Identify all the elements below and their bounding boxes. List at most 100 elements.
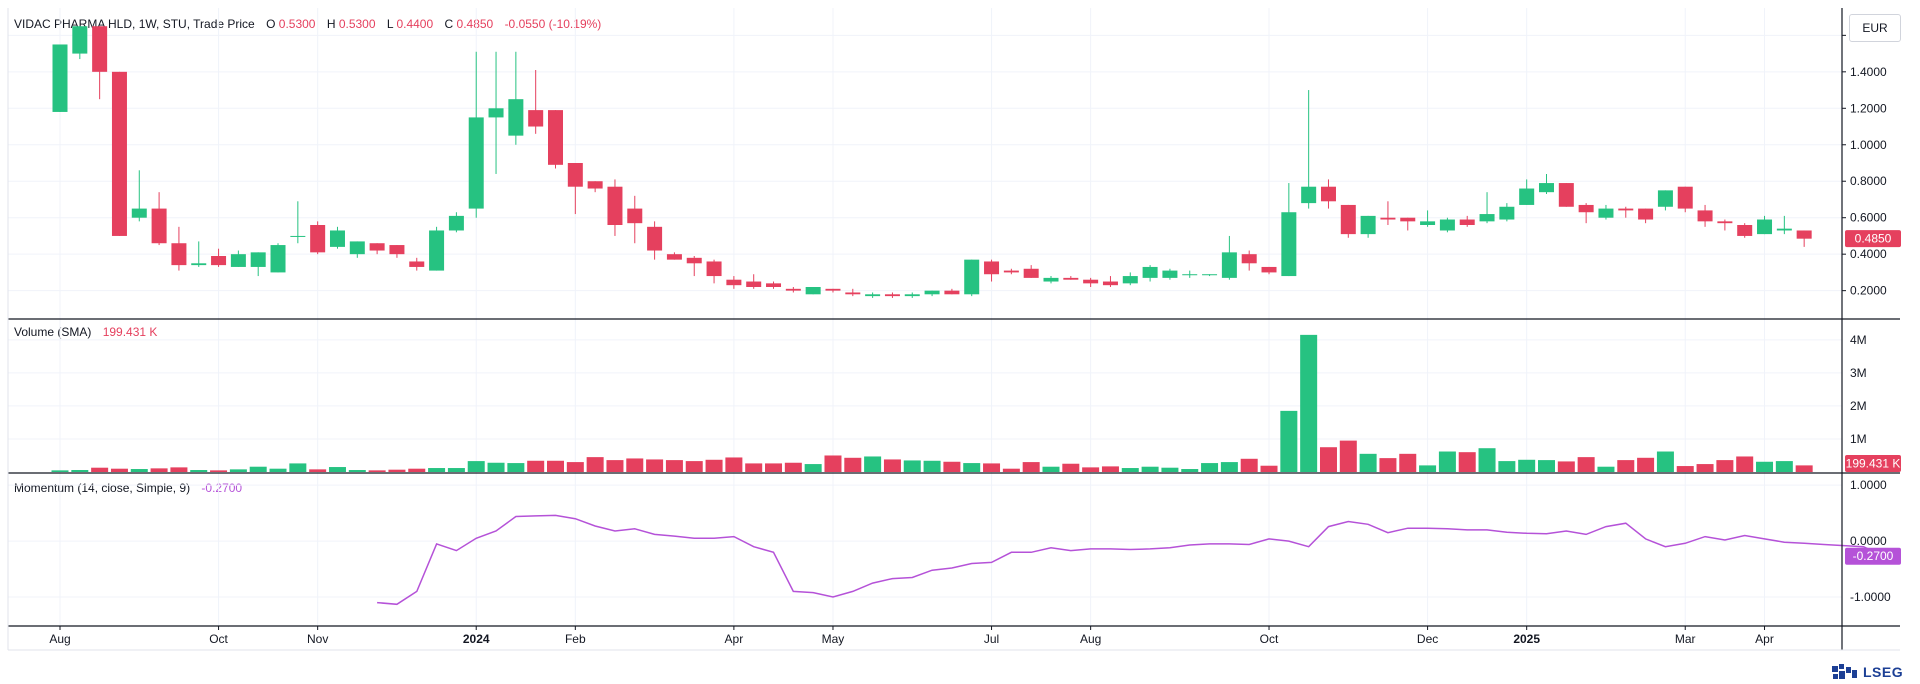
price-tick-label: 1.2000 xyxy=(1850,101,1887,115)
candle-body xyxy=(1558,183,1574,207)
candle-body xyxy=(567,163,583,187)
candle-body xyxy=(825,288,841,291)
candle-body xyxy=(369,243,385,251)
volume-bar xyxy=(309,469,327,472)
candle-body xyxy=(1400,217,1416,222)
volume-bar xyxy=(1300,334,1318,472)
volume-bar xyxy=(428,468,446,472)
candle-body xyxy=(211,256,227,266)
volume-bar xyxy=(1419,465,1437,472)
currency-button[interactable]: EUR xyxy=(1849,14,1901,42)
volume-bar xyxy=(983,463,1001,472)
candle-body xyxy=(111,71,127,236)
volume-bar xyxy=(725,457,743,472)
close-value: 0.4850 xyxy=(457,17,494,31)
volume-bar xyxy=(665,460,683,472)
volume-bar xyxy=(1557,461,1575,472)
last-volume-tag: 199.431 K xyxy=(1845,455,1901,472)
candle-body xyxy=(1796,230,1812,239)
price-tick-label: 0.8000 xyxy=(1850,174,1887,188)
volume-bar xyxy=(626,458,644,472)
volume-bar xyxy=(1478,448,1496,472)
volume-bar xyxy=(91,467,109,472)
volume-bar xyxy=(1260,465,1278,472)
open-label: O xyxy=(266,17,275,31)
volume-label: Volume (SMA) xyxy=(14,325,91,339)
volume-bar xyxy=(1181,469,1199,472)
volume-tick-label: 4M xyxy=(1850,333,1867,347)
volume-bar xyxy=(943,461,961,472)
candle-body xyxy=(528,110,544,127)
candle-body xyxy=(389,245,405,255)
candle-body xyxy=(1202,274,1218,276)
volume-sma-value: 199.431 K xyxy=(103,325,158,339)
candle-body xyxy=(310,225,326,253)
time-tick-label: Apr xyxy=(1755,632,1774,646)
candle-body xyxy=(1499,206,1515,220)
volume-bar xyxy=(1022,462,1040,472)
candle-body xyxy=(1003,270,1019,273)
time-tick-label: 2024 xyxy=(463,632,490,646)
volume-bar xyxy=(1617,460,1635,472)
candle-body xyxy=(1142,266,1158,278)
last-price-tag: 0.4850 xyxy=(1845,230,1901,248)
volume-bar xyxy=(1319,447,1337,472)
volume-bar xyxy=(566,462,584,472)
volume-bar xyxy=(388,469,406,472)
candle-body xyxy=(349,241,365,255)
candle-body xyxy=(1340,204,1356,235)
volume-bar xyxy=(1201,463,1219,472)
candle-body xyxy=(1360,215,1376,235)
volume-bar xyxy=(1339,440,1357,472)
volume-bar xyxy=(368,470,386,472)
volume-bar xyxy=(547,460,564,472)
candle-body xyxy=(924,290,940,295)
volume-bar xyxy=(1637,457,1655,472)
volume-bar xyxy=(903,460,921,472)
last-volume-tag-text: 199.431 K xyxy=(1846,457,1901,471)
candle-body xyxy=(904,294,920,297)
volume-bar xyxy=(1082,467,1100,472)
candle-body xyxy=(1301,186,1317,204)
volume-bar xyxy=(1399,453,1417,472)
candle-body xyxy=(1598,208,1614,218)
volume-bar xyxy=(1656,451,1674,472)
volume-bar xyxy=(527,460,545,472)
price-tick-label: 1.0000 xyxy=(1850,138,1887,152)
brand-logo: LSEG xyxy=(1832,662,1903,682)
time-tick-label: Dec xyxy=(1417,632,1438,646)
momentum-tick-label: -1.0000 xyxy=(1850,590,1891,604)
candle-body xyxy=(1618,208,1634,211)
volume-bar xyxy=(1458,452,1476,472)
candle-body xyxy=(250,252,266,267)
high-value: 0.5300 xyxy=(339,17,376,31)
momentum-tick-label: 1.0000 xyxy=(1850,478,1887,492)
volume-bar xyxy=(51,470,69,472)
volume-bar xyxy=(1220,462,1238,472)
volume-bar xyxy=(586,457,604,472)
time-tick-label: Oct xyxy=(209,632,228,646)
volume-bar xyxy=(923,460,941,472)
volume-bar xyxy=(1716,460,1734,472)
candle-body xyxy=(607,186,623,225)
svg-text:Volume (SMA) 199.431 K: Volume (SMA) 199.431 K xyxy=(14,325,157,339)
candle-body xyxy=(270,245,286,273)
candle-body xyxy=(151,208,167,244)
volume-bar xyxy=(824,455,842,472)
candle-body xyxy=(766,283,782,287)
volume-bar xyxy=(1101,466,1119,472)
time-tick-label: May xyxy=(822,632,845,646)
candle-body xyxy=(944,290,960,295)
candle-body xyxy=(805,287,821,295)
volume-bar xyxy=(507,463,525,472)
time-tick-label: Feb xyxy=(565,632,586,646)
candle-body xyxy=(1182,274,1198,276)
volume-bar xyxy=(348,470,366,472)
volume-bar xyxy=(408,468,426,472)
last-momentum-tag: -0.2700 xyxy=(1845,547,1901,565)
candle-body xyxy=(746,281,762,287)
candle-body xyxy=(1162,270,1178,278)
candle-body xyxy=(1380,217,1396,220)
volume-bar xyxy=(1240,458,1258,472)
